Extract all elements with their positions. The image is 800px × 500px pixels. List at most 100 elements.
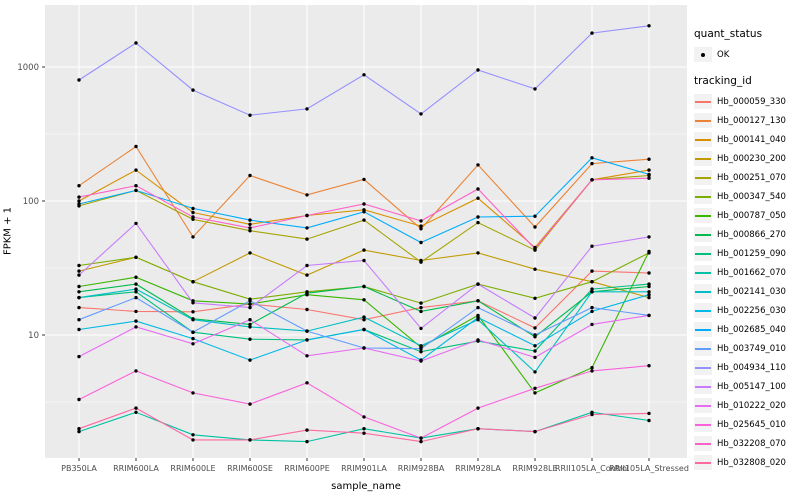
x-tick-label: RRII105LA_Stressed (609, 464, 689, 473)
data-point (533, 326, 537, 330)
data-point (476, 299, 480, 303)
data-point (419, 219, 423, 223)
data-point (191, 342, 195, 346)
y-tick-label: 10 (28, 331, 39, 341)
legend-label: Hb_000787_050 (717, 210, 786, 221)
legend-key-line-icon (694, 417, 712, 432)
data-point (476, 406, 480, 410)
legend-item: Hb_002141_030 (694, 283, 798, 300)
legend-label: Hb_003749_010 (717, 343, 786, 354)
data-point (476, 282, 480, 286)
data-point (134, 410, 138, 414)
legend-key-line-icon (694, 341, 712, 356)
data-point (305, 329, 309, 333)
data-point (362, 284, 366, 289)
legend-label: Hb_000141_040 (717, 134, 786, 145)
data-point (362, 177, 366, 182)
data-point (77, 195, 81, 199)
data-point (476, 338, 480, 342)
data-point (533, 225, 537, 229)
legend-label: Hb_000230_200 (717, 153, 786, 164)
data-point (533, 87, 537, 91)
data-point (77, 318, 81, 322)
legend-label: Hb_002256_030 (717, 305, 786, 316)
legend-label: Hb_005147_100 (717, 381, 786, 392)
data-point (305, 354, 309, 358)
legend-title-tracking-id: tracking_id (694, 75, 752, 87)
data-point (191, 336, 195, 341)
data-point (305, 307, 309, 312)
data-point (533, 349, 537, 353)
data-point (533, 333, 537, 337)
data-point (134, 255, 138, 259)
data-point (419, 439, 423, 444)
legend-item: Hb_001259_090 (694, 245, 798, 262)
data-point (419, 301, 423, 305)
x-tick-label: RRIM600PE (284, 464, 330, 473)
data-point (419, 227, 423, 231)
legend-key-line-icon (694, 151, 712, 166)
data-point (134, 325, 138, 329)
data-point (590, 161, 594, 166)
data-point (533, 391, 537, 395)
legend-item: Hb_000141_040 (694, 131, 798, 148)
data-point (647, 411, 651, 416)
data-point (248, 402, 252, 406)
data-point (305, 237, 309, 241)
data-point (533, 247, 537, 251)
legend-key-line-icon (694, 360, 712, 375)
legend-item: Hb_032808_020 (694, 454, 798, 471)
legend-item: Hb_000251_070 (694, 169, 798, 186)
data-point (248, 318, 252, 322)
x-tick-label: RRII105LA_Control (555, 464, 629, 473)
data-point (191, 210, 195, 215)
data-point (476, 68, 480, 72)
legend-item: Hb_005147_100 (694, 378, 798, 395)
legend-key-line-icon (694, 284, 712, 299)
data-point (77, 199, 81, 203)
data-point (305, 213, 309, 218)
data-point (248, 438, 252, 442)
data-point (590, 156, 594, 160)
data-point (191, 206, 195, 211)
data-point (476, 315, 480, 320)
data-point (248, 305, 252, 310)
legend-title-quant-status: quant_status (694, 28, 763, 40)
legend-key-line-icon (694, 170, 712, 185)
data-point (362, 346, 366, 350)
data-point (533, 355, 537, 360)
legend-key-line-icon (694, 322, 712, 337)
x-tick-label: RRIM928LE (512, 464, 557, 473)
data-point (362, 318, 366, 322)
data-point (134, 290, 138, 294)
data-point (134, 319, 138, 323)
data-point (248, 113, 252, 117)
data-point (191, 438, 195, 442)
data-point (476, 220, 480, 225)
legend-label: Hb_032208_070 (717, 438, 786, 449)
data-point (77, 78, 81, 82)
legend-key-line-icon (694, 436, 712, 451)
data-point (134, 144, 138, 149)
y-tick-label: 100 (23, 197, 39, 207)
data-point (191, 391, 195, 395)
legend-item: Hb_001662_070 (694, 264, 798, 281)
data-point (476, 251, 480, 255)
data-point (248, 229, 252, 233)
legend-item: Hb_000866_270 (694, 226, 798, 243)
data-point (362, 202, 366, 206)
data-point (590, 412, 594, 417)
data-point (77, 284, 81, 289)
legend-label: Hb_025645_010 (717, 419, 786, 430)
legend-item: Hb_000127_130 (694, 112, 798, 129)
data-point (305, 291, 309, 295)
legend-item: Hb_004934_110 (694, 359, 798, 376)
legend-item: Hb_010222_020 (694, 397, 798, 414)
data-point (419, 359, 423, 363)
data-point (134, 184, 138, 188)
data-point (533, 296, 537, 300)
data-point (134, 295, 138, 300)
legend-label: Hb_032808_020 (717, 457, 786, 468)
data-point (305, 273, 309, 277)
